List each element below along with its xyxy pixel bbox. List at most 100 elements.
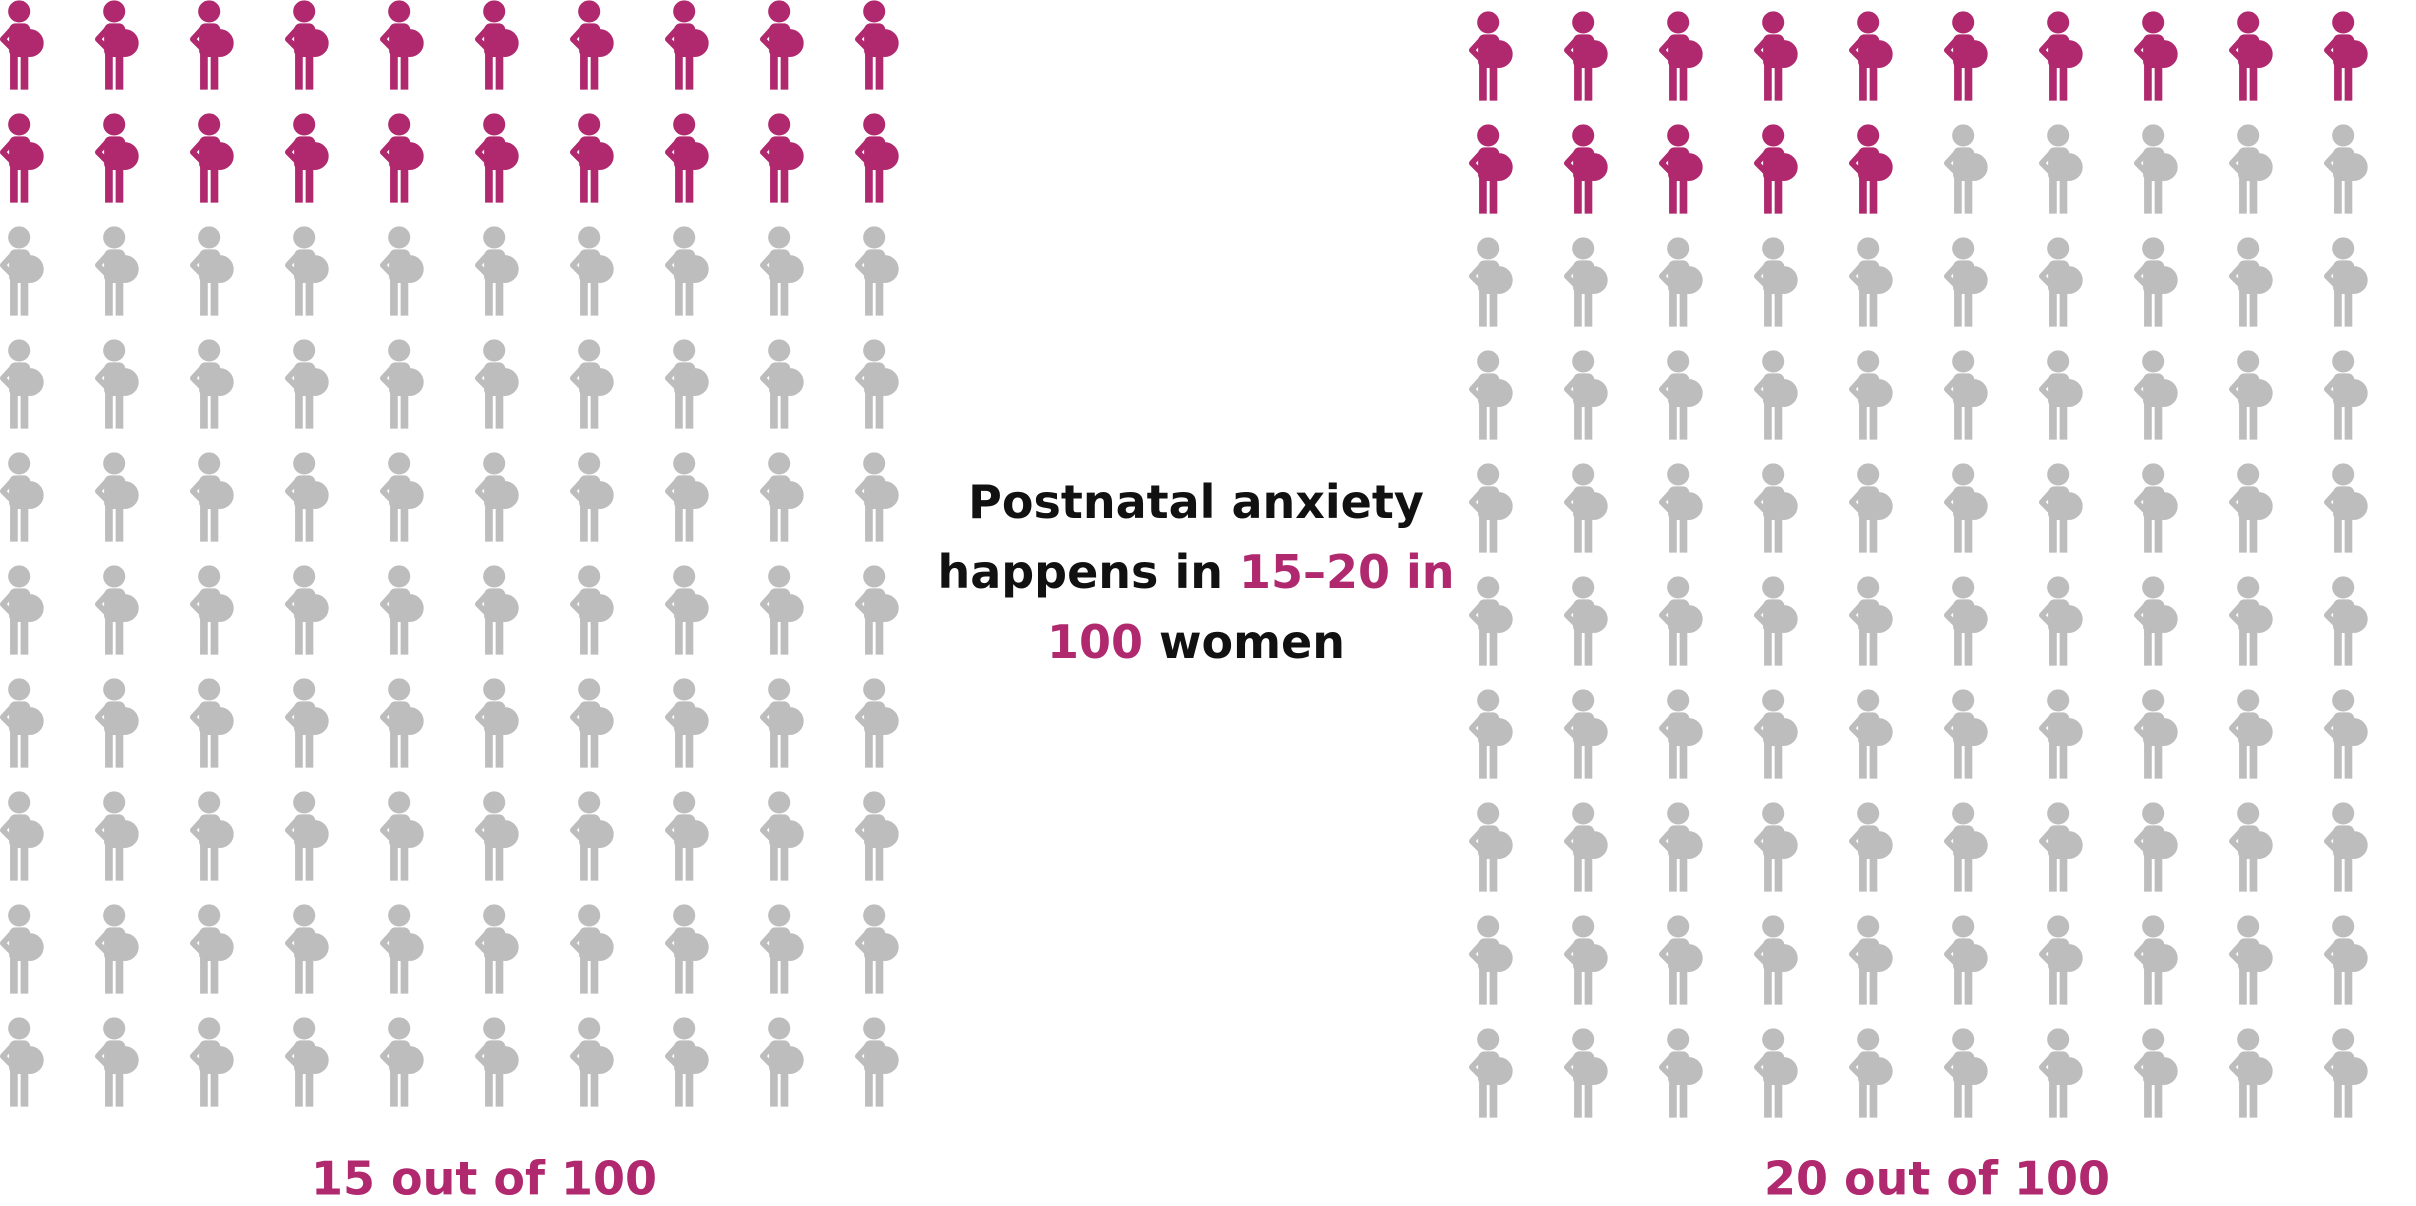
icon (193, 679, 233, 767)
icon (2327, 1029, 2367, 1117)
icon (2042, 464, 2082, 552)
icon (573, 340, 613, 428)
icon (1567, 803, 1607, 891)
icon (2327, 351, 2367, 439)
icon (98, 905, 138, 993)
icon (763, 453, 803, 541)
icon (1757, 916, 1797, 1004)
icon (288, 566, 328, 654)
highlighted-icon (668, 1, 708, 89)
icon (2327, 803, 2367, 891)
icon (3, 453, 43, 541)
icon (2137, 464, 2177, 552)
highlighted-icon (1567, 125, 1607, 213)
icon (478, 679, 518, 767)
icon (288, 1018, 328, 1106)
headline-line: happens in 15–20 in (937, 545, 1454, 599)
icon (668, 792, 708, 880)
icon (573, 792, 613, 880)
icon (2232, 916, 2272, 1004)
icon (2042, 577, 2082, 665)
icon (3, 1018, 43, 1106)
icon (383, 1018, 423, 1106)
icon (2137, 351, 2177, 439)
icon (1947, 690, 1987, 778)
icon (1472, 238, 1512, 326)
headline-highlight: 100 (1047, 615, 1143, 669)
icon (1662, 803, 1702, 891)
icon (763, 905, 803, 993)
icon (1852, 803, 1892, 891)
icon (98, 1018, 138, 1106)
icon (2232, 803, 2272, 891)
icon (2232, 690, 2272, 778)
icon (1567, 690, 1607, 778)
icon (1947, 916, 1987, 1004)
icon (1662, 351, 1702, 439)
highlighted-icon (858, 1, 898, 89)
icon (1662, 690, 1702, 778)
icon (478, 453, 518, 541)
highlighted-icon (478, 1, 518, 89)
icon (668, 1018, 708, 1106)
headline-text: happens in (937, 545, 1239, 599)
highlighted-icon (763, 114, 803, 202)
highlighted-icon (573, 1, 613, 89)
icon (858, 566, 898, 654)
pictogram-grid (3, 1, 898, 1106)
icon (288, 453, 328, 541)
icon (2137, 577, 2177, 665)
icon (288, 227, 328, 315)
icon (98, 453, 138, 541)
icon (1757, 1029, 1797, 1117)
icon (2232, 464, 2272, 552)
highlighted-icon (763, 1, 803, 89)
highlighted-icon (1472, 125, 1512, 213)
icon (478, 227, 518, 315)
icon (573, 905, 613, 993)
icon (573, 1018, 613, 1106)
icon (98, 340, 138, 428)
icon (668, 227, 708, 315)
icon (2232, 1029, 2272, 1117)
highlighted-icon (288, 1, 328, 89)
highlighted-icon (1852, 125, 1892, 213)
headline-text: Postnatal anxiety (968, 475, 1424, 529)
icon (668, 453, 708, 541)
icon (858, 227, 898, 315)
icon (1472, 803, 1512, 891)
icon (2042, 1029, 2082, 1117)
icon (858, 905, 898, 993)
icon (383, 792, 423, 880)
icon (193, 1018, 233, 1106)
icon (3, 679, 43, 767)
icon (288, 905, 328, 993)
icon (763, 340, 803, 428)
icon (98, 679, 138, 767)
highlighted-icon (1662, 125, 1702, 213)
icon (1662, 1029, 1702, 1117)
icon (2137, 803, 2177, 891)
icon (1472, 690, 1512, 778)
icon (1852, 690, 1892, 778)
icon (2232, 351, 2272, 439)
icon (288, 792, 328, 880)
icon (1947, 1029, 1987, 1117)
icon (383, 340, 423, 428)
headline-highlight: 15–20 in (1239, 545, 1455, 599)
icon (383, 679, 423, 767)
icon (1852, 351, 1892, 439)
icon (3, 566, 43, 654)
highlighted-icon (573, 114, 613, 202)
icon (193, 227, 233, 315)
icon (1567, 351, 1607, 439)
highlighted-icon (858, 114, 898, 202)
headline-line: 100 women (1047, 615, 1345, 669)
icon (2327, 464, 2367, 552)
highlighted-icon (2042, 12, 2082, 100)
icon (1757, 690, 1797, 778)
icon (763, 1018, 803, 1106)
icon (2327, 916, 2367, 1004)
icon (573, 227, 613, 315)
icon (1852, 464, 1892, 552)
